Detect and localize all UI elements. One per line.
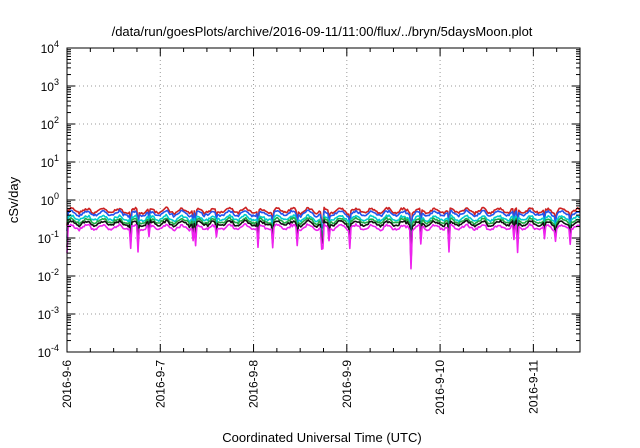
x-axis-label: Coordinated Universal Time (UTC) (222, 430, 421, 445)
y-tick-label: 10-2 (38, 267, 59, 284)
y-tick-label: 103 (41, 77, 59, 94)
x-tick-label: 2016-9-11 (526, 360, 540, 414)
x-tick-label: 2016-9-9 (340, 360, 354, 408)
y-tick-label: 101 (41, 153, 59, 170)
x-tick-label: 2016-9-7 (153, 360, 167, 408)
y-axis: 10-4 10-3 10-2 10-1 100 101 102 103 104 (38, 39, 580, 360)
series-line (66, 223, 581, 270)
y-tick-label: 10-3 (38, 305, 59, 322)
y-tick-label: 10-4 (38, 343, 59, 360)
x-tick-label: 2016-9-8 (247, 360, 261, 408)
grid-lines (67, 48, 580, 352)
y-axis-label: cSv/day (6, 176, 21, 223)
y-tick-label: 10-1 (38, 229, 59, 246)
x-tick-label: 2016-9-6 (60, 360, 74, 408)
x-tick-label: 2016-9-10 (433, 360, 447, 415)
y-tick-label: 104 (41, 39, 59, 56)
y-tick-label: 100 (41, 191, 59, 208)
chart-title: /data/run/goesPlots/archive/2016-09-11/1… (112, 24, 533, 39)
series-layer (66, 206, 581, 270)
x-axis: 2016-9-6 2016-9-7 2016-9-8 2016-9-9 2016-9-1… (60, 48, 558, 415)
y-tick-label: 102 (41, 115, 59, 132)
